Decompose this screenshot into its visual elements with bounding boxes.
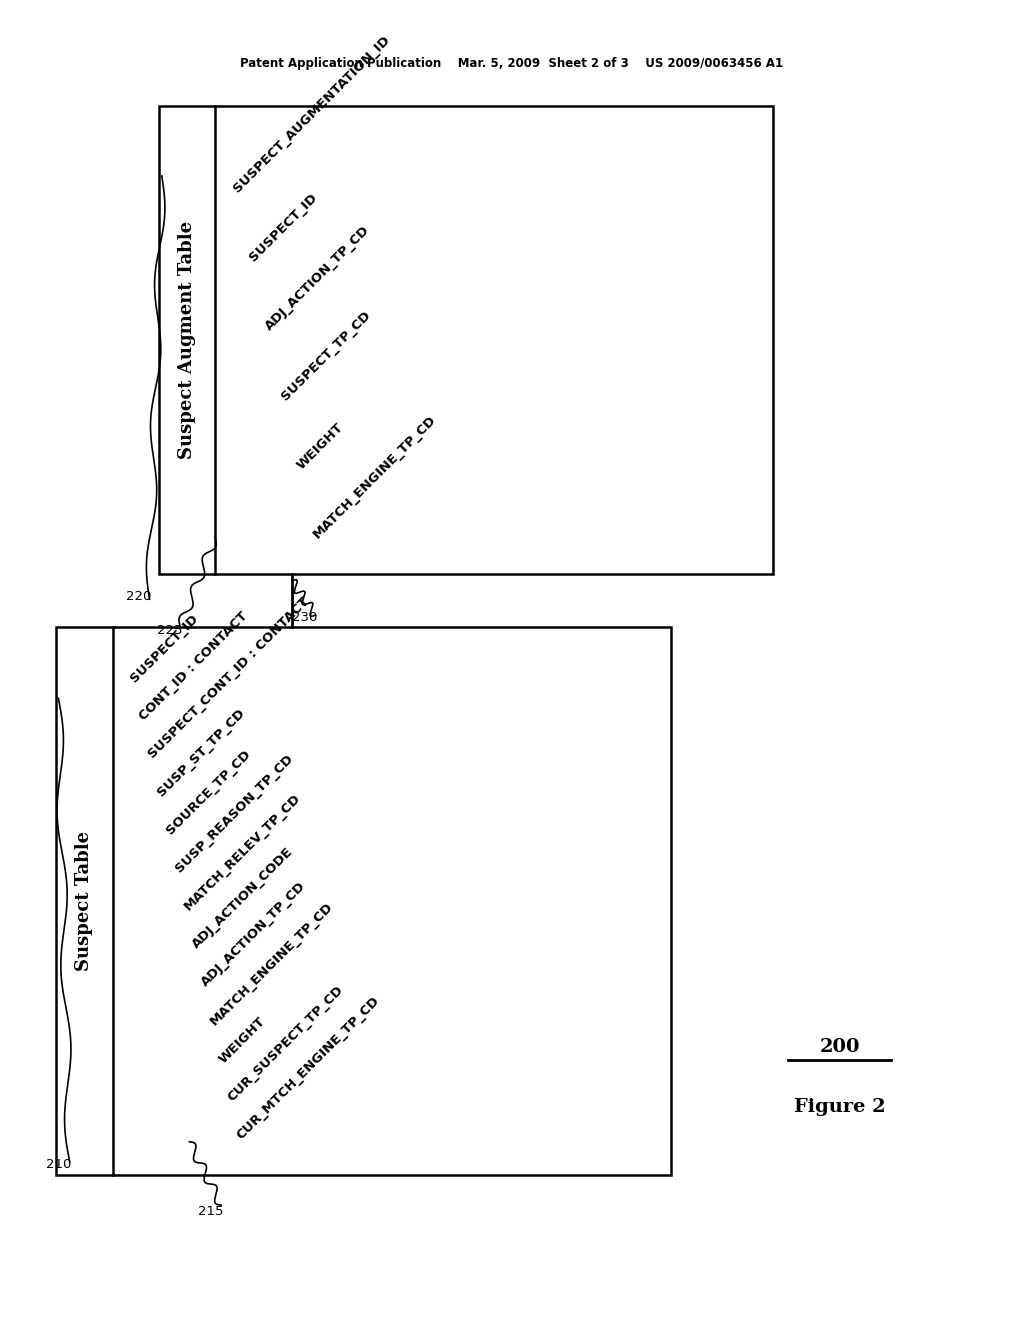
Text: Figure 2: Figure 2 bbox=[794, 1098, 886, 1117]
Text: SUSP_ST_TP_CD: SUSP_ST_TP_CD bbox=[155, 706, 247, 799]
Text: CUR_MTCH_ENGINE_TP_CD: CUR_MTCH_ENGINE_TP_CD bbox=[234, 994, 382, 1142]
Text: 210: 210 bbox=[46, 1158, 72, 1171]
Text: ADJ_ACTION_TP_CD: ADJ_ACTION_TP_CD bbox=[199, 880, 308, 990]
Text: MATCH_RELEV_TP_CD: MATCH_RELEV_TP_CD bbox=[181, 792, 303, 913]
Text: ADJ_ACTION_TP_CD: ADJ_ACTION_TP_CD bbox=[262, 223, 373, 334]
Text: WEIGHT: WEIGHT bbox=[217, 1014, 268, 1065]
Text: 230: 230 bbox=[292, 611, 317, 624]
Text: SUSP_REASON_TP_CD: SUSP_REASON_TP_CD bbox=[172, 752, 295, 875]
Text: WEIGHT: WEIGHT bbox=[295, 421, 346, 473]
Text: Suspect Augment Table: Suspect Augment Table bbox=[178, 220, 196, 459]
Bar bbox=[159, 106, 773, 574]
Text: Patent Application Publication    Mar. 5, 2009  Sheet 2 of 3    US 2009/0063456 : Patent Application Publication Mar. 5, 2… bbox=[241, 57, 783, 70]
Text: MATCH_ENGINE_TP_CD: MATCH_ENGINE_TP_CD bbox=[208, 899, 336, 1027]
Text: ADJ_ACTION_CODE: ADJ_ACTION_CODE bbox=[190, 845, 296, 952]
Text: SOURCE_TP_CD: SOURCE_TP_CD bbox=[164, 747, 253, 837]
Text: 225: 225 bbox=[157, 624, 182, 638]
Text: SUSPECT_AUGMENTATION_ID: SUSPECT_AUGMENTATION_ID bbox=[230, 33, 392, 195]
Text: MATCH_ENGINE_TP_CD: MATCH_ENGINE_TP_CD bbox=[311, 413, 439, 541]
Bar bbox=[56, 627, 671, 1175]
Text: SUSPECT_ID: SUSPECT_ID bbox=[128, 612, 201, 685]
Text: CONT_ID : CONTACT: CONT_ID : CONTACT bbox=[137, 610, 250, 723]
Text: 220: 220 bbox=[126, 590, 152, 603]
Text: CUR_SUSPECT_TP_CD: CUR_SUSPECT_TP_CD bbox=[225, 983, 346, 1104]
Text: 215: 215 bbox=[198, 1205, 223, 1218]
Text: SUSPECT_CONT_ID : CONTACT: SUSPECT_CONT_ID : CONTACT bbox=[145, 595, 311, 762]
Text: 200: 200 bbox=[819, 1038, 860, 1056]
Text: SUSPECT_ID: SUSPECT_ID bbox=[247, 191, 319, 264]
Text: SUSPECT_TP_CD: SUSPECT_TP_CD bbox=[279, 308, 373, 403]
Text: Suspect Table: Suspect Table bbox=[76, 830, 93, 972]
